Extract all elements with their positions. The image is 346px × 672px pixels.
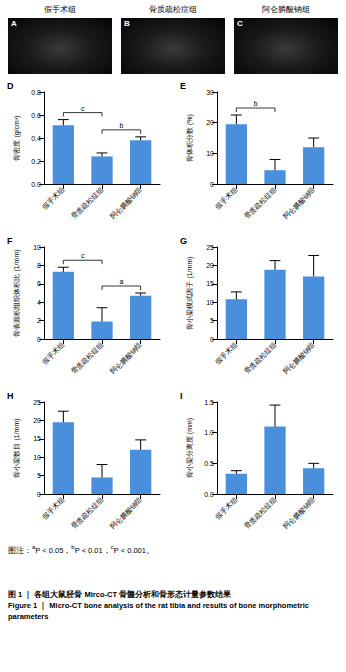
svg-text:b: b: [119, 122, 123, 129]
svg-text:0.0: 0.0: [31, 181, 41, 188]
svg-text:E: E: [180, 81, 186, 91]
svg-text:8: 8: [37, 262, 41, 269]
svg-text:I: I: [180, 391, 183, 401]
svg-text:骨小梁分离度 (mm): 骨小梁分离度 (mm): [186, 418, 194, 478]
svg-text:骨体积分数 (%): 骨体积分数 (%): [186, 114, 194, 162]
html-text:阿仑膦酸钠组: 阿仑膦酸钠组: [262, 5, 310, 14]
svg-text:5: 5: [210, 317, 214, 324]
svg-text:骨小梁模式因子 (1/mm): 骨小梁模式因子 (1/mm): [186, 256, 194, 329]
svg-text:5: 5: [37, 472, 41, 479]
svg-text:25: 25: [206, 244, 214, 251]
svg-text:0: 0: [210, 336, 214, 343]
html-text:C: C: [237, 19, 243, 28]
svg-text:0.4: 0.4: [31, 135, 41, 142]
html-text:图 1 ｜ 各组大鼠胫骨 Mirco-CT 骨髓分析和骨形态: 图 1 ｜ 各组大鼠胫骨 Mirco-CT 骨髓分析和骨形态计量参数结果: [8, 590, 232, 600]
svg-text:c: c: [81, 252, 85, 259]
svg-text:30: 30: [206, 89, 214, 96]
svg-text:1.0: 1.0: [204, 429, 214, 436]
svg-text:阿仑膦酸钠组: 阿仑膦酸钠组: [108, 496, 143, 531]
html-text:Figure 1 ｜ Micro-CT bone analy: Figure 1 ｜ Micro-CT bone analysis of the…: [8, 601, 309, 622]
svg-text:D: D: [7, 81, 14, 91]
svg-text:0: 0: [37, 491, 41, 498]
svg-text:10: 10: [33, 454, 41, 461]
svg-text:H: H: [7, 391, 14, 401]
svg-text:骨质疏松症组: 骨质疏松症组: [70, 186, 105, 221]
svg-text:骨质疏松症组: 骨质疏松症组: [70, 341, 105, 376]
svg-text:阿仑膦酸钠组: 阿仑膦酸钠组: [281, 496, 316, 531]
svg-text:骨质疏松症组: 骨质疏松症组: [243, 341, 278, 376]
html-text:A: A: [11, 19, 17, 28]
html-text:图注：aP < 0.05，bP < 0.01，cP < 0.: 图注：aP < 0.05，bP < 0.01，cP < 0.001。: [8, 544, 154, 555]
svg-text:阿仑膦酸钠组: 阿仑膦酸钠组: [108, 186, 143, 221]
svg-text:1.5: 1.5: [204, 399, 214, 406]
svg-text:0.6: 0.6: [31, 112, 41, 119]
svg-text:0: 0: [210, 181, 214, 188]
html-text:假手术组: 假手术组: [44, 5, 76, 14]
svg-text:F: F: [7, 236, 13, 246]
svg-text:b: b: [254, 100, 258, 107]
svg-text:骨小梁数目 (1/mm): 骨小梁数目 (1/mm): [13, 418, 21, 477]
svg-text:阿仑膦酸钠组: 阿仑膦酸钠组: [281, 341, 316, 376]
svg-text:假手术组: 假手术组: [214, 186, 239, 211]
svg-text:假手术组: 假手术组: [214, 496, 239, 521]
svg-text:20: 20: [206, 119, 214, 126]
svg-text:4: 4: [37, 299, 41, 306]
svg-text:假手术组: 假手术组: [41, 496, 66, 521]
svg-text:0.2: 0.2: [31, 158, 41, 165]
svg-text:20: 20: [206, 262, 214, 269]
svg-text:骨表面积组织体积比 (1/mm): 骨表面积组织体积比 (1/mm): [13, 249, 21, 336]
svg-text:c: c: [81, 105, 85, 112]
svg-text:骨质疏松症组: 骨质疏松症组: [243, 186, 278, 221]
svg-text:25: 25: [33, 399, 41, 406]
svg-text:骨密度 (g/cm³): 骨密度 (g/cm³): [13, 115, 21, 160]
svg-text:0: 0: [37, 336, 41, 343]
svg-text:10: 10: [33, 244, 41, 251]
svg-text:骨质疏松症组: 骨质疏松症组: [243, 496, 278, 531]
svg-text:骨质疏松症组: 骨质疏松症组: [70, 496, 105, 531]
svg-text:阿仑膦酸钠组: 阿仑膦酸钠组: [281, 186, 316, 221]
svg-text:15: 15: [206, 280, 214, 287]
svg-text:20: 20: [33, 417, 41, 424]
svg-text:0.8: 0.8: [31, 89, 41, 96]
svg-text:假手术组: 假手术组: [41, 186, 66, 211]
svg-text:a: a: [119, 278, 123, 285]
svg-text:0.0: 0.0: [204, 491, 214, 498]
svg-text:6: 6: [37, 280, 41, 287]
svg-text:假手术组: 假手术组: [41, 341, 66, 366]
svg-text:假手术组: 假手术组: [214, 341, 239, 366]
svg-text:G: G: [180, 236, 187, 246]
svg-text:15: 15: [33, 435, 41, 442]
svg-text:10: 10: [206, 299, 214, 306]
svg-text:10: 10: [206, 150, 214, 157]
svg-text:阿仑膦酸钠组: 阿仑膦酸钠组: [108, 341, 143, 376]
html-text:骨质疏松症组: 骨质疏松症组: [149, 5, 197, 14]
html-text:B: B: [124, 19, 130, 28]
svg-text:2: 2: [37, 317, 41, 324]
svg-text:0.5: 0.5: [204, 460, 214, 467]
